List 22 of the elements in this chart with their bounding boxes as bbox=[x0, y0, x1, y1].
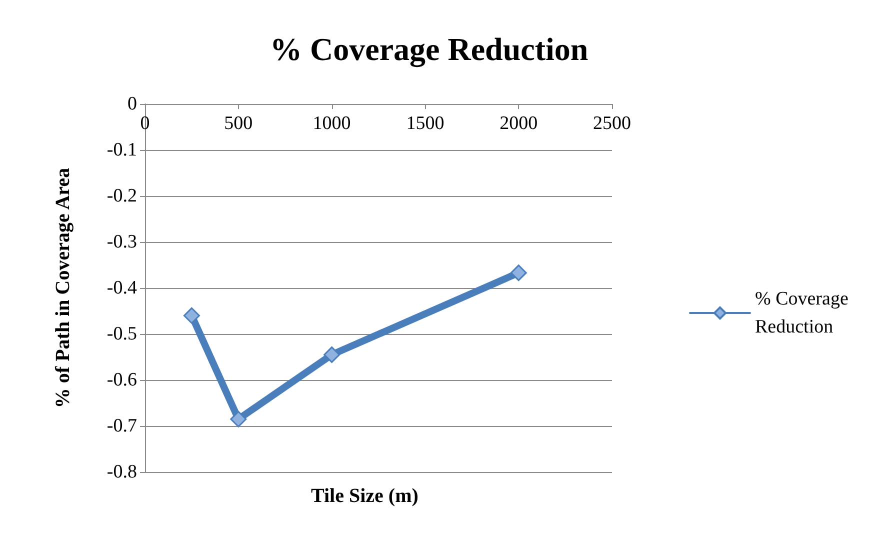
point bbox=[183, 307, 200, 324]
y-tick-label: -0.2 bbox=[106, 186, 137, 206]
y-tick-label: -0.6 bbox=[106, 370, 137, 390]
point bbox=[510, 264, 527, 282]
point bbox=[324, 346, 340, 363]
y-tick-label: -0.4 bbox=[106, 278, 138, 298]
y-tick-label: -0.7 bbox=[106, 416, 137, 436]
x-tick-label: 2500 bbox=[593, 113, 631, 134]
chart-title: % Coverage Reduction bbox=[270, 31, 588, 68]
point bbox=[230, 410, 247, 428]
x-tick-label: 2000 bbox=[500, 113, 538, 134]
x-tick-label: 1000 bbox=[312, 113, 351, 134]
y-tick-label: -0.8 bbox=[106, 462, 137, 482]
legend-label: % Coverage Reduction bbox=[755, 288, 854, 338]
x-tick-label: 500 bbox=[224, 113, 253, 134]
y-tick-label: -0.5 bbox=[106, 324, 137, 344]
y-tick-label: -0.1 bbox=[106, 140, 137, 160]
x-axis-title: Tile Size (m) bbox=[311, 485, 418, 507]
y-tick-label: 0 bbox=[128, 94, 137, 114]
x-tick-label: 1500 bbox=[406, 113, 444, 134]
y-tick-label: -0.3 bbox=[106, 232, 137, 252]
y-axis-title: % of Path in Coverage Area bbox=[52, 168, 74, 408]
